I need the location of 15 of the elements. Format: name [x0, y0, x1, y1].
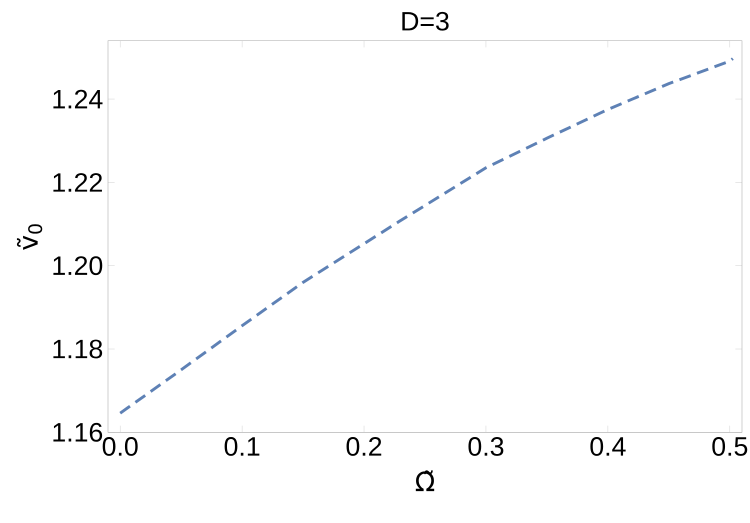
y-tick-label: 1.20: [53, 256, 102, 276]
x-tick-label: 0.1: [224, 437, 260, 456]
y-axis-title: ṽ$_{0}$: [16, 224, 42, 250]
x-tick-label: 0.2: [346, 437, 382, 456]
x-tick-label: 0.0: [102, 437, 138, 456]
line-series: [118, 57, 734, 415]
y-tick-label: 1.24: [53, 90, 103, 108]
y-tick-label: 1.18: [53, 340, 102, 358]
y-tick-label: 1.16: [53, 422, 102, 442]
x-axis-title: Ω̃: [416, 470, 434, 492]
x-tick-label: 0.4: [590, 437, 626, 456]
chart-title: D=3: [402, 12, 449, 31]
y-tick-label: 1.22: [53, 173, 102, 192]
x-tick-label: 0.5: [712, 437, 748, 456]
x-tick-label: 0.3: [468, 437, 504, 456]
